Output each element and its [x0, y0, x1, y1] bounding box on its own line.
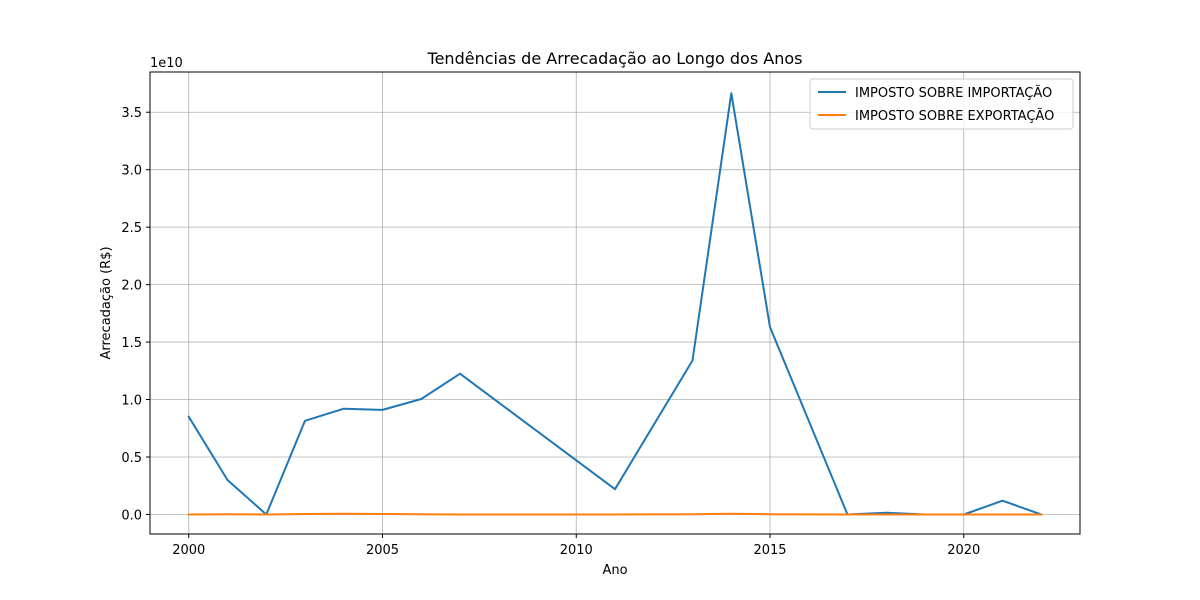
series-line-export — [187, 512, 1043, 516]
y-tick-label: 2.5 — [121, 221, 142, 236]
y-axis-ticks: 0.0 0.5 1.0 1.5 2.0 2.5 3.0 3.5 — [121, 106, 150, 523]
plot-frame — [149, 71, 1081, 535]
series-lines — [187, 92, 1043, 516]
x-tick-label: 2010 — [560, 543, 593, 558]
y-tick-label: 0.0 — [121, 508, 142, 523]
legend: IMPOSTO SOBRE IMPORTAÇÃO IMPOSTO SOBRE E… — [809, 78, 1074, 130]
x-axis-label: Ano — [602, 563, 627, 578]
chart-title: Tendências de Arrecadação ao Longo dos A… — [427, 49, 803, 68]
y-axis-label: Arrecadação (R$) — [99, 246, 114, 359]
y-tick-label: 3.5 — [121, 106, 142, 121]
x-tick-label: 2005 — [366, 543, 399, 558]
grid-lines — [150, 72, 1080, 534]
y-tick-label: 2.0 — [121, 279, 142, 294]
y-tick-label: 1.0 — [121, 394, 142, 409]
x-tick-label: 2015 — [753, 543, 786, 558]
x-tick-label: 2020 — [947, 543, 980, 558]
legend-label-export: IMPOSTO SOBRE EXPORTAÇÃO — [855, 108, 1054, 124]
x-tick-label: 2000 — [172, 543, 205, 558]
y-tick-label: 3.0 — [121, 164, 142, 179]
y-tick-label: 1.5 — [121, 336, 142, 351]
y-tick-label: 0.5 — [121, 451, 142, 466]
legend-label-import: IMPOSTO SOBRE IMPORTAÇÃO — [855, 85, 1052, 101]
legend-box — [809, 78, 1074, 130]
x-axis-ticks: 2000 2005 2010 2015 2020 — [172, 534, 980, 558]
y-offset-label: 1e10 — [150, 56, 183, 71]
